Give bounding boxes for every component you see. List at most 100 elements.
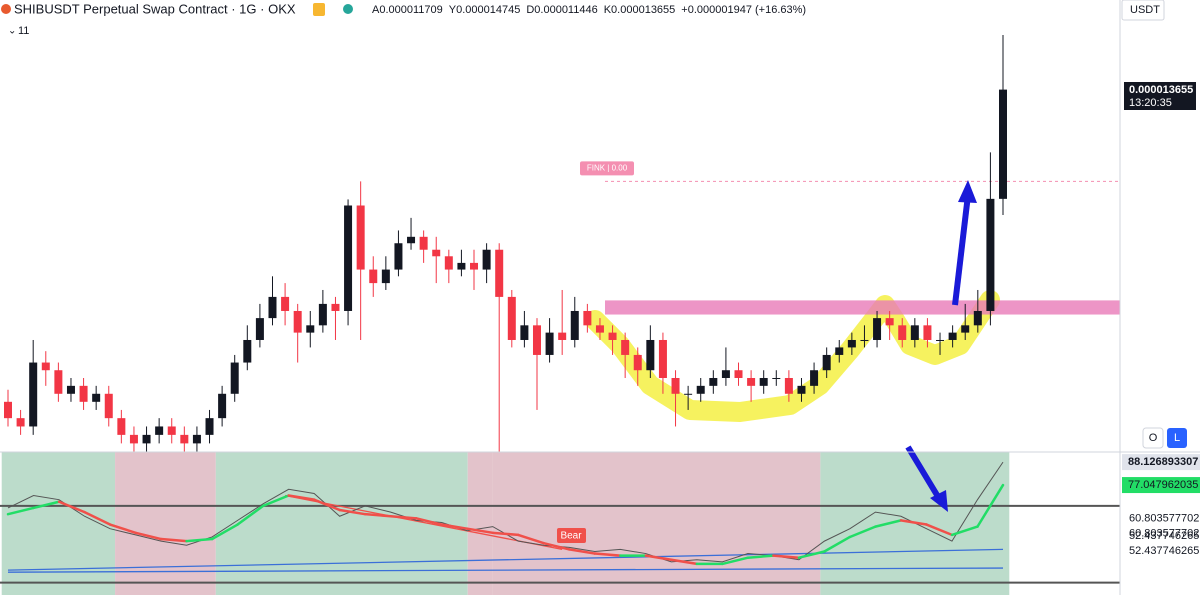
candle-body: [4, 401, 12, 419]
candle-body: [608, 332, 617, 340]
chevron[interactable]: ⌄: [8, 26, 16, 37]
candle-body: [104, 393, 113, 419]
price-tag: [1124, 82, 1196, 110]
stat: D0.000011446: [526, 4, 597, 16]
candle-body: [243, 339, 252, 363]
smooth-segment: [6, 506, 35, 516]
arrow: [952, 194, 971, 306]
candle-body: [696, 385, 705, 394]
candle-body: [16, 418, 25, 427]
smooth-segment: [338, 508, 367, 516]
currency-box[interactable]: [1121, 0, 1165, 21]
smooth-segment: [363, 512, 392, 518]
button-o[interactable]: [1142, 427, 1164, 449]
zone: [467, 452, 493, 595]
candle-body: [810, 370, 819, 386]
indicator-background: [1, 452, 1010, 595]
candle-body: [822, 354, 831, 371]
candle-body: [633, 354, 642, 371]
button-label: L: [1174, 432, 1180, 444]
currency: USDT: [1130, 4, 1160, 16]
smooth-segment: [440, 523, 469, 530]
status-icon: [343, 4, 353, 14]
fink-label: FINK | 0.00: [587, 164, 628, 173]
smooth-segment: [32, 500, 61, 510]
smooth-segment: [823, 535, 852, 553]
button-label: O: [1149, 432, 1158, 444]
smooth-segment: [287, 494, 316, 501]
candle-body: [394, 243, 403, 270]
bear-label: Bear: [560, 531, 582, 542]
countdown: 13:20:35: [1129, 97, 1172, 109]
smooth-segment: [389, 514, 418, 520]
candle-body: [432, 249, 441, 257]
smooth-segment: [670, 558, 699, 566]
candle-body: [986, 198, 995, 311]
candle-body: [29, 362, 38, 427]
candle-body: [860, 339, 869, 341]
smooth-segment: [772, 554, 801, 559]
smooth-segment: [134, 531, 163, 541]
candle-body: [621, 339, 630, 355]
smooth-segment: [950, 525, 979, 537]
candle-body: [658, 339, 667, 378]
candle-body: [873, 318, 882, 340]
smooth-segment: [491, 531, 520, 537]
smooth-segment: [83, 510, 112, 526]
smooth-segment: [746, 554, 775, 559]
smooth-segment: [644, 554, 673, 562]
trendline: [284, 494, 563, 551]
candle-body: [318, 303, 327, 326]
level-label: 60.803577702: [1129, 513, 1199, 525]
candle-body: [281, 296, 290, 311]
symbol-icon: [1, 4, 11, 14]
candle-body: [847, 339, 856, 348]
smooth-segment: [414, 517, 443, 526]
candle-body: [734, 370, 743, 378]
candle-body: [117, 418, 126, 435]
zone: [115, 452, 216, 595]
candle-body: [671, 377, 680, 394]
candle-body: [54, 370, 63, 394]
candle-body: [885, 318, 894, 326]
stat: K0.000013655: [604, 4, 676, 16]
zone: [1, 452, 116, 595]
candle-body: [772, 377, 781, 379]
smooth-segment: [108, 523, 137, 535]
smooth-segment: [797, 550, 826, 559]
candle-body: [129, 434, 138, 444]
candle-body: [709, 377, 718, 386]
candle-body: [407, 236, 416, 244]
smooth-segment: [210, 523, 239, 541]
candle-body: [255, 318, 264, 340]
candle-body: [898, 325, 907, 340]
smooth-segment: [874, 519, 903, 528]
candle-body: [41, 362, 50, 371]
candle-body: [444, 256, 453, 270]
zone: [492, 452, 821, 595]
candle-body: [948, 332, 957, 340]
candle-body: [961, 325, 970, 333]
candle-body: [759, 377, 768, 386]
smooth-segment: [159, 537, 188, 543]
candle-body: [482, 249, 491, 270]
candle-body: [936, 339, 945, 341]
candle-body: [923, 325, 932, 340]
smooth-segment: [848, 525, 877, 539]
smooth-segment: [236, 504, 265, 526]
stats: A0.000011709 Y0.000014745 D0.000011446 K0.0…: [372, 4, 806, 16]
smooth-segment: [721, 556, 750, 566]
candle-body: [293, 310, 302, 333]
cup-highlight: [585, 290, 1000, 422]
candle-body: [268, 296, 277, 319]
last-price: 0.000013655: [1129, 84, 1193, 96]
level-label: 52.437746265: [1129, 530, 1199, 542]
trendline: [7, 567, 1004, 573]
button-l[interactable]: [1167, 428, 1187, 448]
candle-body: [457, 262, 466, 270]
candle-body: [973, 310, 982, 326]
candle-body: [784, 377, 793, 394]
smooth-segment: [261, 494, 290, 508]
level-label: 60.803577702: [1129, 528, 1199, 540]
